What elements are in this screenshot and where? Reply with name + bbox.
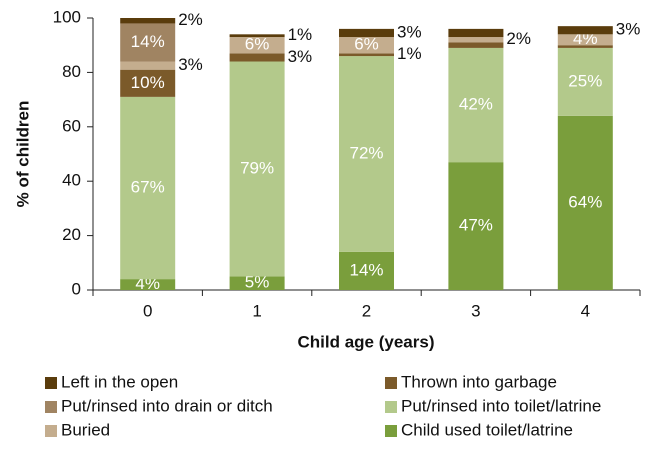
x-tick-label: 4 (581, 301, 590, 320)
x-tick-label: 2 (362, 301, 371, 320)
y-tick-label: 0 (72, 279, 81, 298)
x-tick-label: 1 (252, 301, 261, 320)
bar-segment (229, 61, 285, 277)
data-label: 3% (397, 22, 422, 41)
x-tick-label: 3 (471, 301, 480, 320)
data-label: 47% (459, 216, 493, 235)
y-tick-label: 80 (62, 62, 81, 81)
data-label: 2% (506, 29, 531, 48)
bar-segment (557, 34, 613, 46)
bar-segment (229, 34, 285, 38)
bar-segment (339, 28, 394, 38)
bar-segment (448, 162, 504, 290)
bar-segment (120, 279, 176, 290)
legend-label: Buried (61, 420, 110, 439)
data-label: 2% (178, 10, 203, 29)
legend-swatch (45, 401, 57, 413)
bar-segment (229, 37, 285, 54)
data-label: 79% (240, 158, 274, 177)
bar-segment (120, 61, 176, 70)
bar-segment (557, 26, 613, 35)
bar-segment (557, 45, 613, 48)
bar-segment (120, 18, 176, 24)
data-label: 3% (178, 55, 203, 74)
data-label: 6% (354, 35, 379, 54)
bar-segment (339, 251, 394, 290)
data-label: 10% (131, 73, 165, 92)
data-label: 1% (288, 25, 313, 44)
x-axis-title: Child age (years) (298, 332, 435, 351)
y-tick-label: 60 (62, 116, 81, 135)
data-label: 72% (349, 143, 383, 162)
data-label: 14% (349, 260, 383, 279)
bar-segment (448, 37, 504, 43)
legend-swatch (45, 425, 57, 437)
legend-swatch (385, 425, 397, 437)
data-label: 25% (568, 71, 602, 90)
data-label: 67% (131, 177, 165, 196)
data-label: 5% (245, 273, 270, 292)
data-label: 42% (459, 95, 493, 114)
legend-label: Put/rinsed into toilet/latrine (401, 396, 601, 415)
y-tick-label: 20 (62, 225, 81, 244)
bar-segment (448, 42, 504, 48)
bar-segment (448, 28, 504, 38)
legend-swatch (385, 401, 397, 413)
bar-segment (339, 53, 394, 57)
bar-segment (557, 115, 613, 290)
legend-label: Thrown into garbage (401, 372, 557, 391)
legend-label: Put/rinsed into drain or ditch (61, 396, 273, 415)
data-label: 64% (568, 192, 602, 211)
legend-label: Child used toilet/latrine (401, 420, 573, 439)
data-label: 14% (131, 32, 165, 51)
bar-segment (120, 69, 176, 97)
x-tick-label: 0 (143, 301, 152, 320)
bar-segment (120, 96, 176, 280)
y-tick-label: 40 (62, 171, 81, 190)
y-tick-label: 100 (53, 7, 81, 26)
bar-segment (120, 23, 176, 62)
legend-swatch (385, 377, 397, 389)
bar-segment (448, 47, 504, 163)
legend-label: Left in the open (61, 372, 178, 391)
data-label: 3% (616, 20, 641, 39)
bar-segment (229, 276, 285, 290)
bar-segment (557, 47, 613, 116)
y-axis-title: % of children (13, 101, 32, 208)
data-label: 3% (288, 47, 313, 66)
bar-segment (339, 56, 394, 252)
legend-swatch (45, 377, 57, 389)
data-label: 6% (245, 35, 270, 54)
bar-segment (229, 53, 285, 62)
data-label: 1% (397, 44, 422, 63)
bar-segment (339, 37, 394, 54)
